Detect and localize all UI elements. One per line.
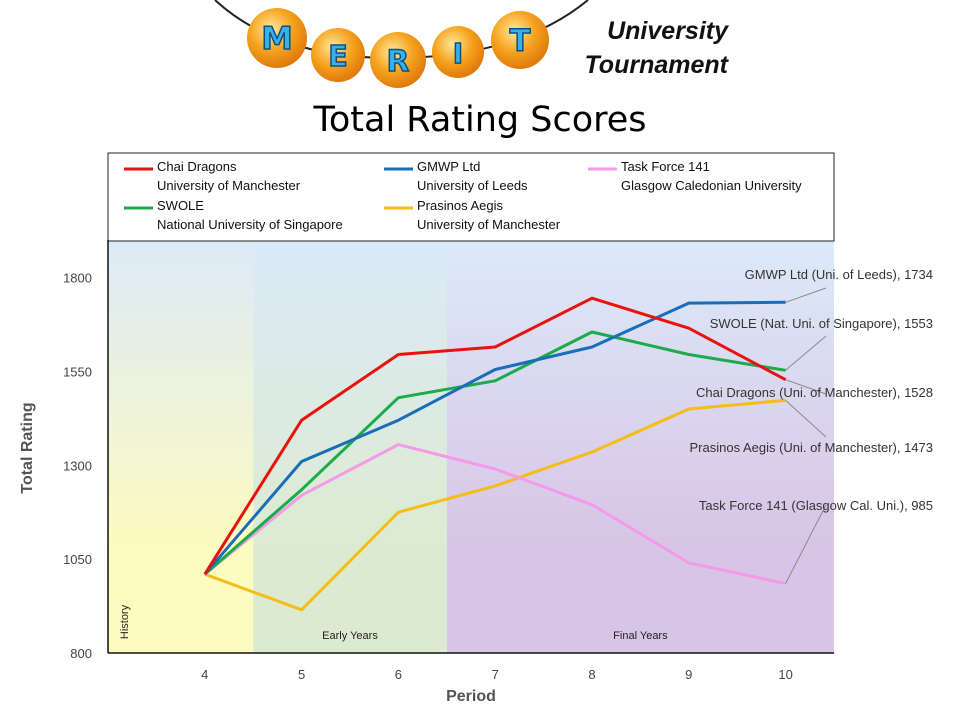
series-line-swole [203,330,786,576]
logo-letter: I [453,39,463,70]
annotation-label: Chai Dragons (Uni. of Manchester), 1528 [696,385,933,400]
annotation-label: SWOLE (Nat. Uni. of Singapore), 1553 [710,316,933,331]
band-label: History [119,604,131,639]
legend-university: University of Manchester [157,178,301,193]
annotation-leader [785,399,827,438]
annotation-leader [785,287,827,303]
legend-item-taskforce: Task Force 141 Glasgow Caledonian Univers… [588,159,802,193]
x-tick-label: 4 [201,667,208,682]
annotation-chai: Chai Dragons (Uni. of Manchester), 1528 [696,379,933,400]
x-tick-label: 10 [778,667,792,682]
logo-ball-circle [491,11,549,69]
annotation-label: GMWP Ltd (Uni. of Leeds), 1734 [745,267,933,282]
y-tick-label: 800 [70,646,92,661]
y-tick-label: 1050 [63,552,92,567]
legend-item-gmwp: GMWP Ltd University of Leeds [384,159,528,193]
logo-ball-circle [370,32,426,88]
legend-series-name: Prasinos Aegis [417,198,503,213]
x-tick-label: 7 [492,667,499,682]
series-line-prasinos [204,398,786,612]
x-axis-label: Period [446,688,496,705]
series-line-taskforce [203,443,786,585]
annotation-gmwp: GMWP Ltd (Uni. of Leeds), 1734 [745,267,933,303]
logo-letter: T [510,24,531,59]
legend-series-name: GMWP Ltd [417,159,480,174]
annotation-prasinos: Prasinos Aegis (Uni. of Manchester), 147… [689,399,933,455]
y-tick-label: 1300 [63,458,92,473]
series-line-gmwp [203,300,786,576]
logo-ball-t: T [491,11,549,69]
logo-ball-circle [247,8,307,68]
y-axis-label: Total Rating [19,402,36,493]
tournament-title-line2: Tournament [584,51,728,79]
band-label: Final Years [613,630,668,642]
logo-ball-m: M [247,8,307,68]
x-tick-label: 8 [588,667,595,682]
y-tick-label: 1800 [63,271,92,286]
legend-item-prasinos: Prasinos Aegis University of Manchester [384,198,561,232]
logo-ball-circle [432,26,484,78]
logo-letter: R [387,44,410,78]
legend-box [107,152,835,242]
band-label: Early Years [322,630,378,642]
x-tick-label: 5 [298,667,305,682]
annotation-label: Task Force 141 (Glasgow Cal. Uni.), 985 [699,498,933,513]
series-line-chai [203,296,787,575]
legend-item-swole: SWOLE National University of Singapore [124,198,343,232]
tournament-title: University Tournament [560,14,728,82]
legend-university: University of Manchester [417,217,561,232]
chart-title: Total Rating Scores [313,100,647,140]
legend-series-name: SWOLE [157,198,204,213]
logo-ball-i: I [432,26,484,78]
logo-ball-circle [311,28,365,82]
logo-letter: M [261,21,292,57]
y-tick-label: 1550 [63,364,92,379]
annotation-swole: SWOLE (Nat. Uni. of Singapore), 1553 [710,316,933,371]
annotation-leader [785,504,827,584]
logo-ball-e: E [311,28,365,82]
annotation-leader [785,379,827,395]
annotation-leader [785,335,827,371]
x-tick-label: 9 [685,667,692,682]
legend-university: University of Leeds [417,178,528,193]
legend-university: National University of Singapore [157,217,343,232]
legend-series-name: Chai Dragons [157,159,237,174]
legend-item-chai: Chai Dragons University of Manchester [124,159,301,193]
logo-ball-r: R [370,32,426,88]
logo-letter: E [328,40,347,73]
x-tick-label: 6 [395,667,402,682]
annotation-taskforce: Task Force 141 (Glasgow Cal. Uni.), 985 [699,498,933,584]
annotation-label: Prasinos Aegis (Uni. of Manchester), 147… [689,440,933,455]
legend-series-name: Task Force 141 [621,159,710,174]
legend-university: Glasgow Caledonian University [621,178,802,193]
plot-sky-overlay [108,240,834,550]
tournament-title-line1: University [607,17,728,45]
